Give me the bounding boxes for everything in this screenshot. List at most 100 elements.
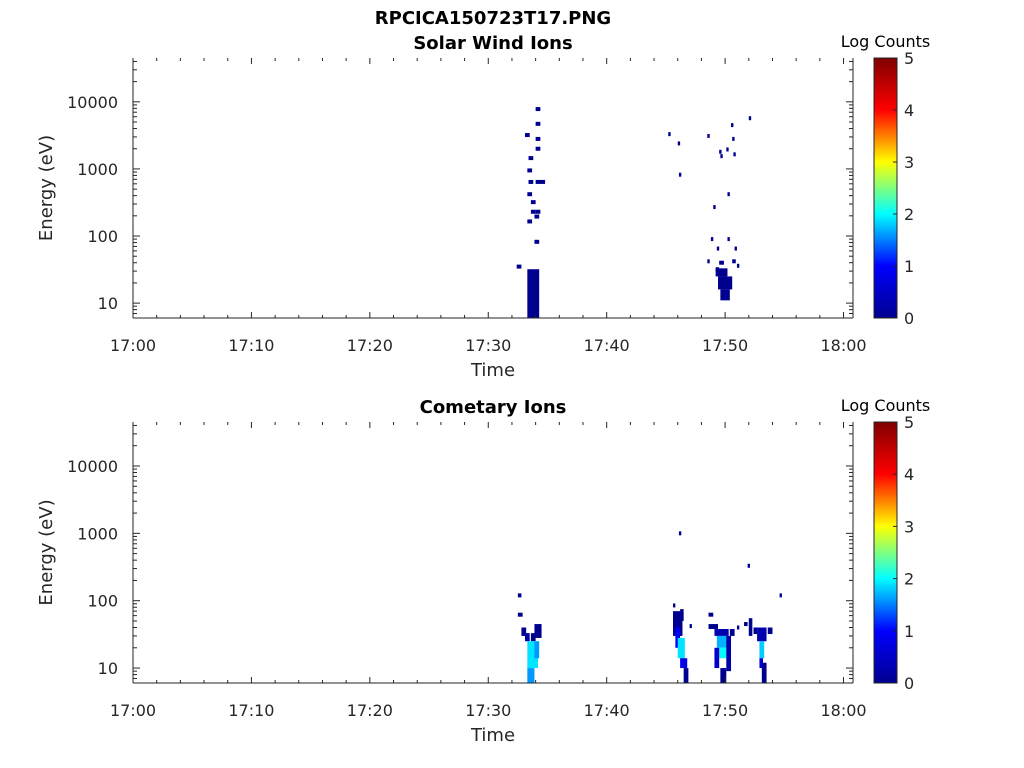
data-cell [719, 260, 724, 265]
data-cells [516, 107, 752, 318]
data-cell [719, 149, 722, 154]
panel-title: Cometary Ions [420, 397, 567, 418]
data-cell [680, 658, 688, 669]
data-cell [673, 603, 676, 608]
data-cell [759, 658, 763, 669]
x-tick-label: 17:50 [702, 701, 748, 720]
y-tick-label: 10 [98, 659, 118, 678]
data-cell [757, 627, 767, 642]
data-cell [731, 123, 734, 128]
data-cell [530, 633, 536, 642]
data-cell [718, 276, 733, 290]
data-cell [779, 593, 782, 598]
data-cell [732, 136, 735, 141]
data-cell [683, 668, 689, 683]
y-tick-label: 100 [87, 227, 118, 246]
data-cell [767, 627, 773, 635]
colorbar-label: Log Counts [841, 396, 931, 415]
colorbar-gradient [873, 421, 898, 684]
data-cell [727, 192, 730, 197]
data-cell [707, 259, 710, 264]
data-cell [726, 147, 729, 152]
x-axis-label: Time [470, 360, 515, 381]
colorbar-tick-label: 1 [904, 622, 914, 641]
data-cell [534, 214, 540, 219]
data-cell [734, 246, 737, 251]
data-cell [732, 259, 736, 264]
colorbar-tick-label: 5 [904, 49, 914, 68]
data-cell [726, 635, 732, 672]
data-cell [759, 641, 765, 659]
data-cell [733, 152, 736, 157]
data-cell [535, 146, 541, 151]
x-tick-label: 17:10 [228, 701, 274, 720]
x-tick-label: 17:00 [110, 701, 156, 720]
y-tick-label: 1000 [77, 160, 118, 179]
y-tick-label: 10000 [67, 93, 118, 112]
data-cell [535, 136, 541, 141]
data-cell [715, 268, 728, 277]
data-cell [678, 531, 682, 536]
data-cell [527, 192, 533, 197]
data-cell [719, 647, 727, 659]
data-cell [748, 618, 753, 636]
data-cell [720, 154, 723, 159]
x-tick-label: 17:50 [702, 336, 748, 355]
x-axis-label: Time [470, 725, 515, 746]
data-cell [710, 237, 714, 242]
data-cell [753, 627, 758, 635]
plot-area [133, 422, 853, 683]
x-tick-label: 17:20 [347, 701, 393, 720]
data-cell [677, 637, 685, 659]
data-cell [748, 116, 752, 121]
data-cell [517, 593, 522, 598]
data-cell [673, 611, 683, 636]
colorbar-tick-label: 3 [904, 153, 914, 172]
colorbar: Log Counts 0 1 2 3 4 5 [841, 32, 931, 328]
data-cell [736, 263, 740, 268]
colorbar-tick-label: 3 [904, 517, 914, 536]
colorbar-label: Log Counts [841, 32, 931, 51]
y-axis-label: Energy (eV) [36, 499, 57, 605]
data-cell [678, 172, 682, 177]
colorbar-tick-label: 0 [904, 309, 914, 328]
figure-title: RPCICA150723T17.PNG [375, 8, 611, 29]
data-cell [716, 246, 720, 251]
plot-area [133, 58, 853, 318]
data-cell [668, 132, 671, 137]
data-cell [714, 647, 720, 669]
data-cell [517, 612, 523, 617]
data-cell [535, 209, 541, 214]
colorbar-tick-label: 0 [904, 674, 914, 693]
data-cell [716, 635, 729, 648]
data-cell [527, 668, 535, 683]
data-cell [535, 179, 546, 184]
colorbar-gradient [873, 57, 898, 319]
data-cell [534, 624, 542, 638]
data-cell [521, 627, 527, 636]
colorbar-tick-label: 5 [904, 413, 914, 432]
x-tick-label: 17:20 [347, 336, 393, 355]
data-cell [714, 629, 729, 636]
data-cell [729, 629, 735, 636]
data-cell [528, 179, 534, 184]
data-cell [524, 133, 530, 138]
data-cell [535, 121, 541, 126]
data-cell [736, 625, 740, 630]
colorbar-tick-label: 4 [904, 465, 914, 484]
panels: Solar Wind Ions 17:00 17:10 17:20 17:30 17:40… [36, 32, 930, 746]
data-cell [524, 633, 530, 642]
x-tick-label: 18:00 [820, 336, 866, 355]
data-cell [527, 219, 533, 224]
data-cell [744, 622, 748, 627]
data-cell [527, 641, 538, 669]
panel-1: Solar Wind Ions 17:00 17:10 17:20 17:30 17:40… [36, 32, 930, 381]
y-tick-label: 10 [98, 294, 118, 313]
data-cell [535, 107, 541, 112]
panel-2: Cometary Ions 17:00 17:10 17:20 17:30 17:40 17… [36, 396, 930, 746]
x-tick-label: 17:30 [465, 336, 511, 355]
y-tick-label: 100 [87, 592, 118, 611]
data-cell [527, 269, 540, 318]
colorbar-tick-label: 1 [904, 257, 914, 276]
x-tick-label: 17:10 [228, 336, 274, 355]
